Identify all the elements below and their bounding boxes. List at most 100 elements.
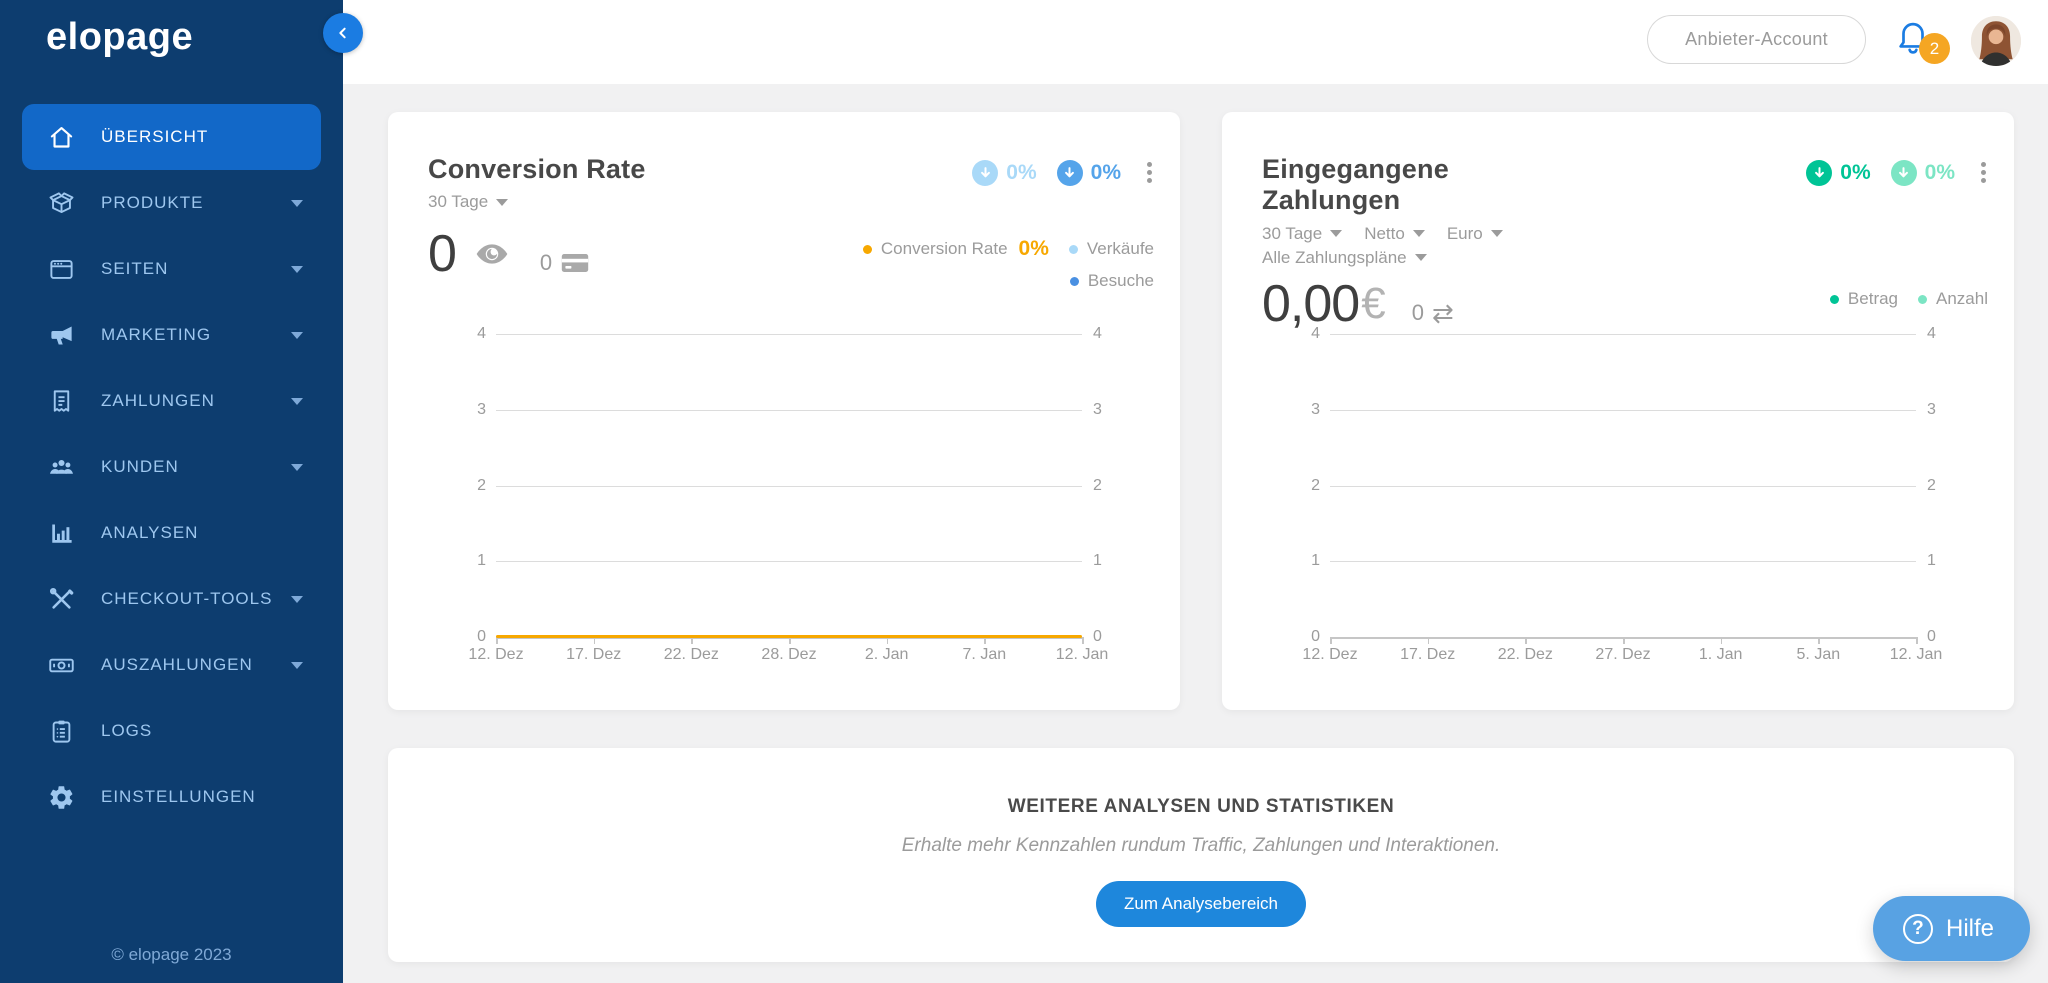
y-tick-label: 1 xyxy=(1093,552,1102,570)
x-tick-label: 7. Jan xyxy=(962,646,1007,663)
y-tick-label: 0 xyxy=(1311,628,1320,645)
card-menu-button[interactable] xyxy=(1979,158,1988,187)
sidebar-item-auszahlungen[interactable]: AUSZAHLUNGEN xyxy=(22,632,321,698)
sidebar-item-label: PRODUKTE xyxy=(101,193,204,212)
clipboard-icon xyxy=(48,718,75,745)
x-tick-label: 12. Jan xyxy=(1889,646,1943,663)
sidebar-item-label: ZAHLUNGEN xyxy=(101,391,215,410)
chevron-down-icon xyxy=(291,331,303,339)
y-tick-label: 0 xyxy=(1927,628,1936,645)
receipt-icon xyxy=(48,388,75,415)
conversion-trend-badges: 0% 0% xyxy=(972,158,1154,187)
transfer-arrows-icon: ⇄ xyxy=(1431,297,1454,328)
sidebar-item-label: CHECKOUT-TOOLS xyxy=(101,589,273,608)
views-count: 0 xyxy=(428,225,457,284)
tools-icon xyxy=(48,586,75,613)
sidebar-item-ubersicht[interactable]: ÜBERSICHT xyxy=(22,104,321,170)
sidebar-item-label: ÜBERSICHT xyxy=(101,127,209,146)
sidebar-item-einstellungen[interactable]: EINSTELLUNGEN xyxy=(22,764,321,830)
sidebar-item-label: KUNDEN xyxy=(101,457,179,476)
avatar[interactable] xyxy=(1971,16,2021,66)
x-tick xyxy=(496,637,498,644)
x-tick xyxy=(1916,637,1918,644)
arrow-down-circle-icon xyxy=(972,159,999,186)
sidebar-item-kunden[interactable]: KUNDEN xyxy=(22,434,321,500)
y-tick-label: 3 xyxy=(1311,400,1320,418)
filter-dropdown-30-tage[interactable]: 30 Tage xyxy=(428,192,509,212)
trend-badge: 0% xyxy=(972,159,1037,186)
sidebar-item-label: AUSZAHLUNGEN xyxy=(101,655,253,674)
sidebar-item-produkte[interactable]: PRODUKTE xyxy=(22,170,321,236)
chevron-down-icon xyxy=(291,199,303,207)
legend-item-betrag: Betrag xyxy=(1829,289,1898,309)
arrow-down-circle-icon xyxy=(1056,159,1083,186)
sidebar-item-logs[interactable]: LOGS xyxy=(22,698,321,764)
megaphone-icon xyxy=(48,322,75,349)
y-tick-label: 2 xyxy=(1311,476,1320,494)
x-tick-label: 12. Dez xyxy=(468,646,524,663)
x-tick xyxy=(984,637,986,644)
chevron-down-icon xyxy=(1412,230,1425,238)
amount-value: 0,00 xyxy=(1262,274,1360,333)
x-tick-label: 1. Jan xyxy=(1698,646,1743,663)
sidebar-item-checkout-tools[interactable]: CHECKOUT-TOOLS xyxy=(22,566,321,632)
filter-dropdown-netto[interactable]: Netto xyxy=(1364,224,1425,244)
x-tick xyxy=(789,637,791,644)
account-switcher-button[interactable]: Anbieter-Account xyxy=(1647,15,1866,64)
currency-symbol: € xyxy=(1361,278,1386,328)
arrow-down-circle-icon xyxy=(1806,159,1833,186)
sidebar-collapse-button[interactable] xyxy=(323,13,363,53)
banknote-icon xyxy=(48,652,75,679)
x-tick xyxy=(1623,637,1625,644)
window-icon xyxy=(48,256,75,283)
legend-item-besuche: Besuche xyxy=(1069,271,1154,291)
notifications-button[interactable]: 2 xyxy=(1894,17,1950,64)
help-button[interactable]: ? Hilfe xyxy=(1872,896,2030,961)
y-tick-label: 0 xyxy=(1093,628,1102,645)
card-title: Conversion Rate xyxy=(428,154,646,184)
sidebar: elopage ÜBERSICHT PRODUKTE SEITEN MARKETING… xyxy=(0,0,343,983)
y-tick-label: 4 xyxy=(1311,325,1320,342)
transactions-count: 0 xyxy=(1411,299,1424,325)
legend-dot xyxy=(1918,294,1928,304)
chevron-left-icon xyxy=(335,25,351,41)
sidebar-item-marketing[interactable]: MARKETING xyxy=(22,302,321,368)
sidebar-item-label: EINSTELLUNGEN xyxy=(101,787,256,806)
y-tick-label: 3 xyxy=(1927,400,1936,418)
sidebar-nav: ÜBERSICHT PRODUKTE SEITEN MARKETING ZAHLUNGE… xyxy=(22,104,321,830)
filter-dropdown-alle-zahlungsplane[interactable]: Alle Zahlungspläne xyxy=(1262,248,1427,268)
card-menu-button[interactable] xyxy=(1145,158,1154,187)
promo-title: WEITERE ANALYSEN UND STATISTIKEN xyxy=(1007,796,1395,817)
box-icon xyxy=(48,190,75,217)
incoming-payments-card: Eingegangene Zahlungen 30 Tage Netto Euro A… xyxy=(1222,112,2014,710)
question-icon: ? xyxy=(1902,913,1933,944)
y-tick-label: 4 xyxy=(477,325,486,342)
analytics-area-button[interactable]: Zum Analysebereich xyxy=(1095,881,1307,927)
filter-dropdown-euro[interactable]: Euro xyxy=(1447,224,1503,244)
x-tick-label: 12. Dez xyxy=(1302,646,1358,663)
y-tick-label: 0 xyxy=(477,628,486,645)
y-tick-label: 3 xyxy=(1093,400,1102,418)
x-tick-label: 17. Dez xyxy=(1400,646,1456,663)
legend-item-conversion-rate: Conversion Rate 0% xyxy=(862,237,1049,261)
payments-legend: Betrag Anzahl xyxy=(1829,289,1988,309)
analytics-promo-card: WEITERE ANALYSEN UND STATISTIKEN Erhalte… xyxy=(388,748,2014,962)
promo-subtitle: Erhalte mehr Kennzahlen rundum Traffic, … xyxy=(901,835,1501,856)
x-tick-label: 22. Dez xyxy=(663,646,719,663)
y-tick-label: 4 xyxy=(1093,325,1102,342)
x-tick xyxy=(691,637,693,644)
x-tick-label: 2. Jan xyxy=(864,646,909,663)
chevron-down-icon xyxy=(1330,230,1343,238)
legend-item-anzahl: Anzahl xyxy=(1918,289,1988,309)
chevron-down-icon xyxy=(1414,254,1427,262)
y-tick-label: 1 xyxy=(1927,552,1936,570)
series-zero-line xyxy=(496,635,1082,638)
x-tick-label: 5. Jan xyxy=(1796,646,1841,663)
sidebar-item-seiten[interactable]: SEITEN xyxy=(22,236,321,302)
main-content: Conversion Rate 30 Tage 0 0 xyxy=(343,84,2048,983)
topbar: Anbieter-Account 2 xyxy=(343,0,2048,84)
filter-dropdown-30-tage[interactable]: 30 Tage xyxy=(1262,224,1343,244)
sidebar-item-analysen[interactable]: ANALYSEN xyxy=(22,500,321,566)
sidebar-item-zahlungen[interactable]: ZAHLUNGEN xyxy=(22,368,321,434)
